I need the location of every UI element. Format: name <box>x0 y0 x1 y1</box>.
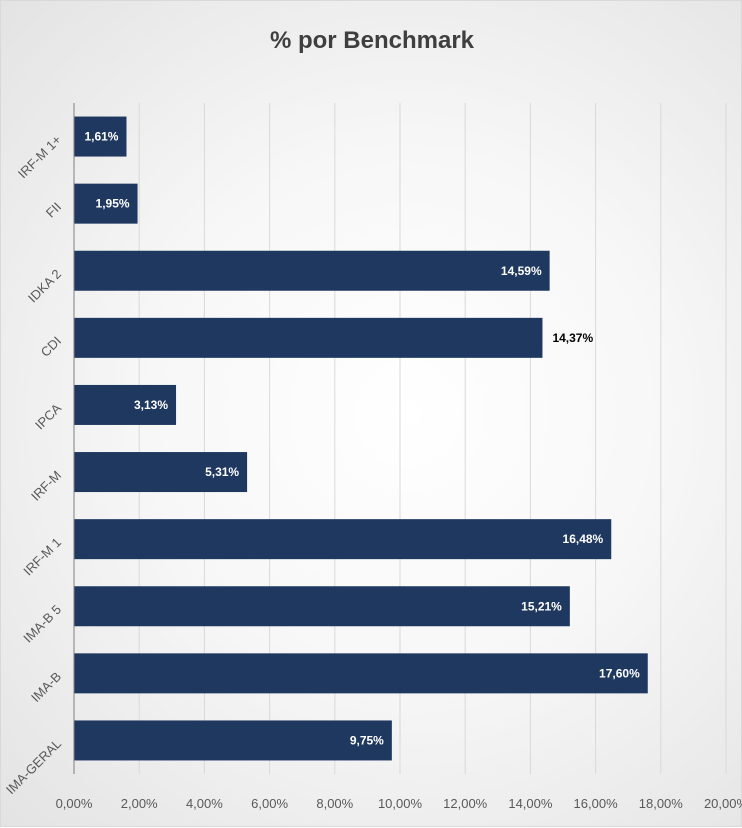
y-category-label: IMA-GERAL <box>3 736 64 797</box>
bars <box>74 116 648 761</box>
x-tick-label: 4,00% <box>186 796 223 811</box>
x-tick-label: 6,00% <box>251 796 288 811</box>
y-category-label: IRF-M 1+ <box>15 132 64 181</box>
data-label: 14,59% <box>501 264 542 278</box>
y-category-label: IRF-M 1 <box>20 535 64 579</box>
data-label: 1,61% <box>84 130 118 144</box>
x-tick-label: 18,00% <box>639 796 684 811</box>
data-label: 15,21% <box>521 599 562 613</box>
bar <box>74 452 248 493</box>
x-tick-label: 12,00% <box>443 796 488 811</box>
x-tick-label: 20,00% <box>704 796 742 811</box>
x-tick-label: 14,00% <box>508 796 553 811</box>
bar <box>74 720 392 761</box>
data-label: 5,31% <box>205 465 239 479</box>
y-category-label: IMA-B 5 <box>20 602 64 646</box>
bar <box>74 653 648 694</box>
x-tick-label: 10,00% <box>378 796 423 811</box>
bar <box>74 116 127 157</box>
data-label: 1,95% <box>96 197 130 211</box>
data-label: 3,13% <box>134 398 168 412</box>
y-category-label: IDKA 2 <box>25 266 64 305</box>
y-category-label: FII <box>43 199 64 220</box>
bar <box>74 183 138 224</box>
data-label: 17,60% <box>599 666 640 680</box>
bar <box>74 317 543 358</box>
chart-title: % por Benchmark <box>269 27 475 54</box>
bar <box>74 250 550 291</box>
x-tick-label: 0,00% <box>56 796 93 811</box>
y-category-label: IPCA <box>32 400 64 432</box>
bar <box>74 586 570 627</box>
x-tick-label: 16,00% <box>574 796 619 811</box>
data-labels: 1,61% 1,95% 14,59% 14,37% 3,13% 5,31% 16,48% 15… <box>84 130 640 748</box>
y-category-label: IMA-B <box>28 669 64 705</box>
data-label: 14,37% <box>552 331 593 345</box>
data-label: 9,75% <box>350 733 384 747</box>
y-category-label: CDI <box>38 333 64 359</box>
x-tick-label: 8,00% <box>316 796 353 811</box>
y-category-label: IRF-M <box>28 468 64 504</box>
bar <box>74 384 177 425</box>
x-tick-label: 2,00% <box>121 796 158 811</box>
bar <box>74 519 612 560</box>
data-label: 16,48% <box>563 532 604 546</box>
